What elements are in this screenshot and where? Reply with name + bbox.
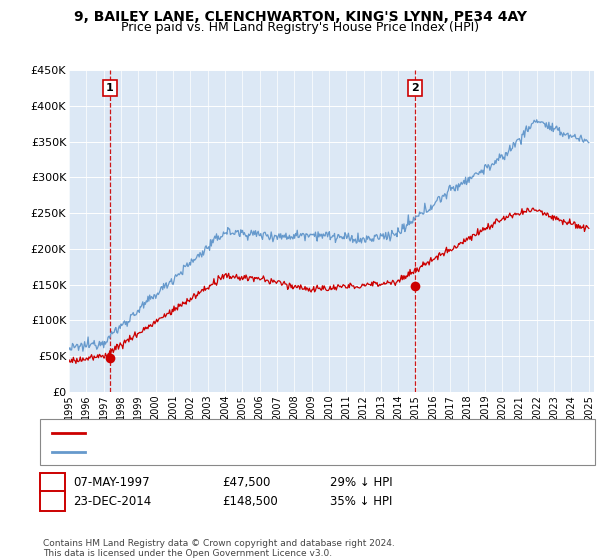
Text: 1: 1 (49, 476, 57, 489)
Text: 2: 2 (411, 83, 419, 93)
Text: HPI: Average price, detached house, King's Lynn and West Norfolk: HPI: Average price, detached house, King… (92, 447, 437, 457)
Text: 29% ↓ HPI: 29% ↓ HPI (330, 476, 392, 489)
Text: Price paid vs. HM Land Registry's House Price Index (HPI): Price paid vs. HM Land Registry's House … (121, 21, 479, 34)
Text: 1: 1 (106, 83, 113, 93)
Text: Contains HM Land Registry data © Crown copyright and database right 2024.
This d: Contains HM Land Registry data © Crown c… (43, 539, 395, 558)
Text: £47,500: £47,500 (222, 476, 271, 489)
Text: 07-MAY-1997: 07-MAY-1997 (73, 476, 150, 489)
Text: 35% ↓ HPI: 35% ↓ HPI (330, 494, 392, 508)
Text: 2: 2 (49, 494, 57, 508)
Text: 9, BAILEY LANE, CLENCHWARTON, KING'S LYNN, PE34 4AY (detached house): 9, BAILEY LANE, CLENCHWARTON, KING'S LYN… (92, 428, 488, 438)
Text: 23-DEC-2014: 23-DEC-2014 (73, 494, 151, 508)
Text: 9, BAILEY LANE, CLENCHWARTON, KING'S LYNN, PE34 4AY: 9, BAILEY LANE, CLENCHWARTON, KING'S LYN… (74, 10, 527, 24)
Text: £148,500: £148,500 (222, 494, 278, 508)
